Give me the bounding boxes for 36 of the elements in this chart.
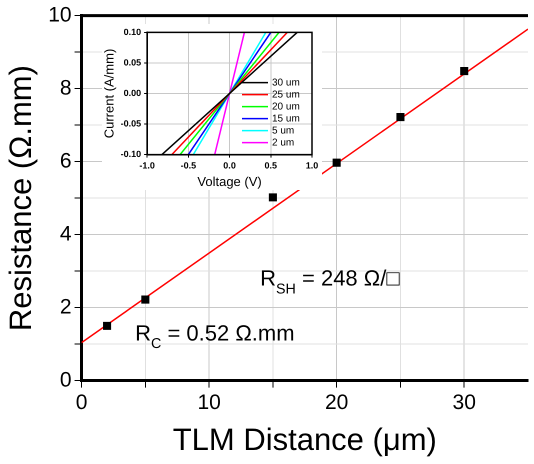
point	[332, 158, 341, 167]
point	[268, 193, 277, 202]
point	[396, 113, 404, 122]
y-axis-title: Current (A/mm)	[101, 48, 116, 138]
y-tick-label: 2	[60, 295, 72, 318]
y-axis-title: Resistance (Ω.mm)	[3, 65, 38, 332]
y-tick-label: 0.05	[124, 57, 142, 68]
y-tick-label: 8	[60, 76, 72, 100]
y-tick-label: -0.05	[120, 118, 142, 129]
legend-label: 15 um	[272, 113, 300, 124]
point	[103, 322, 112, 330]
legend-label: 2 um	[272, 137, 294, 148]
x-tick-label: 20	[324, 390, 348, 414]
x-tick-label: 0.0	[223, 160, 236, 170]
x-tick-label: 0.5	[264, 160, 278, 170]
y-tick-label: 0.00	[124, 88, 142, 98]
x-tick-label: 1.0	[306, 160, 318, 170]
y-tick-label: 0	[60, 368, 72, 392]
point	[141, 296, 150, 304]
y-tick-label: 10	[48, 3, 72, 26]
x-tick-label: 30	[452, 390, 476, 414]
y-tick-label: 4	[60, 222, 72, 246]
legend-label: 25 um	[272, 89, 300, 100]
y-tick-label: 6	[60, 149, 72, 172]
legend-label: 30 um	[272, 77, 300, 88]
y-tick-label: -0.10	[120, 149, 142, 160]
x-tick-label: 10	[197, 390, 221, 414]
x-axis-title: TLM Distance (μm)	[172, 422, 437, 457]
x-tick-label: 0	[76, 390, 88, 414]
x-axis-title: Voltage (V)	[197, 174, 262, 189]
x-tick-label: -0.5	[180, 160, 196, 170]
legend-label: 5 um	[272, 125, 294, 136]
point	[460, 67, 468, 76]
x-tick-label: -1.0	[139, 160, 155, 170]
y-tick-label: 0.10	[124, 26, 142, 37]
legend-label: 20 um	[272, 101, 300, 112]
